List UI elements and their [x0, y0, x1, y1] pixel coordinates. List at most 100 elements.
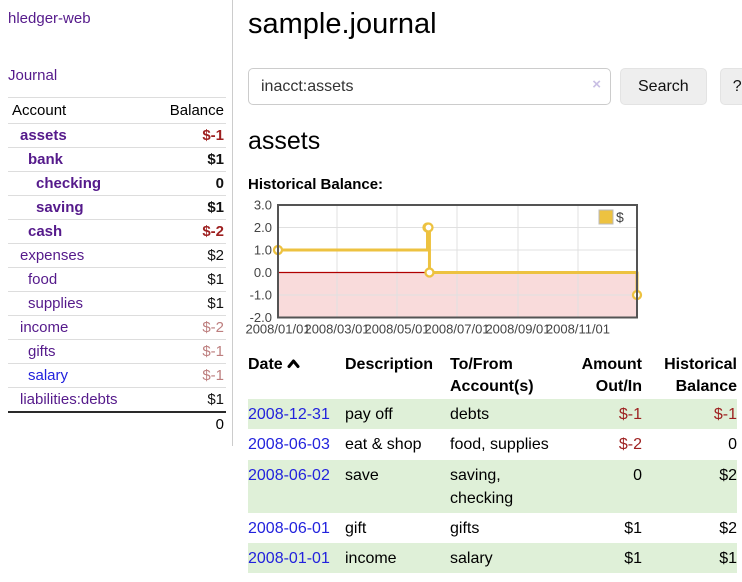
transaction-amount: $1	[624, 550, 642, 568]
account-page-title: assets	[248, 127, 321, 155]
transaction-date-link[interactable]: 2008-12-31	[248, 406, 330, 424]
account-row: cash $-2	[8, 219, 226, 244]
account-cell: gifts	[8, 339, 149, 364]
transaction-accounts: saving, checking	[450, 466, 514, 507]
transaction-description: eat & shop	[345, 436, 422, 454]
account-balance: $1	[148, 291, 226, 316]
transaction-balance: $1	[719, 550, 737, 568]
data-point-marker	[423, 222, 434, 233]
account-balance: $1	[148, 147, 226, 172]
data-point-marker	[424, 267, 435, 278]
account-link[interactable]: checking	[36, 175, 102, 192]
transaction-description: save	[345, 466, 379, 484]
y-axis-label: 1.0	[254, 243, 272, 258]
transaction-date-link[interactable]: 2008-06-02	[248, 466, 330, 484]
page-title: sample.journal	[248, 8, 437, 40]
account-link[interactable]: liabilities:debts	[20, 391, 118, 408]
clear-search-icon[interactable]: ×	[592, 76, 601, 93]
accounts-total-value: 0	[148, 411, 226, 436]
account-link[interactable]: expenses	[20, 247, 85, 264]
register-row: 2008-12-31 pay off debts $-1 $-1	[248, 399, 737, 430]
description-column-header: Description	[345, 356, 434, 373]
x-axis-label: 2008/05/01	[364, 322, 429, 337]
tofrom-column-header: To/From Account(s)	[450, 356, 534, 395]
account-row: liabilities:debts $1	[8, 388, 226, 413]
y-axis-label: 2.0	[254, 220, 272, 235]
account-link[interactable]: cash	[28, 223, 63, 240]
brand: hledger-web	[0, 10, 232, 27]
search-input[interactable]	[248, 68, 611, 105]
account-link[interactable]: supplies	[28, 295, 84, 312]
account-row: assets $-1	[8, 123, 226, 148]
help-button[interactable]: ?	[719, 68, 742, 105]
account-cell: bank	[8, 147, 149, 172]
date-column-header[interactable]: Date	[248, 352, 345, 399]
account-link[interactable]: salary	[28, 367, 69, 384]
account-balance: $2	[148, 243, 226, 268]
transaction-accounts: food, supplies	[450, 436, 549, 454]
account-cell: checking	[8, 171, 149, 196]
search-button[interactable]: Search	[620, 68, 707, 105]
transaction-date-link[interactable]: 2008-01-01	[248, 550, 330, 568]
account-balance: $-1	[148, 363, 226, 388]
register-row: 2008-01-01 income salary $1 $1	[248, 543, 737, 574]
historical-balance-chart: 3.0 2.0 1.0 0.0 -1.0 -2.0 2008/01/01 2008/03/01…	[245, 198, 742, 344]
accounts-total-row: 0	[8, 411, 226, 436]
search-box: ×	[248, 68, 611, 105]
account-cell: salary	[8, 363, 149, 388]
account-link[interactable]: saving	[36, 199, 84, 216]
transaction-date-cell: 2008-06-02	[248, 460, 345, 513]
account-cell: liabilities:debts	[8, 388, 149, 413]
accounts-table-header: Account Balance	[8, 97, 226, 124]
register-row: 2008-06-01 gift gifts $1 $2	[248, 513, 737, 543]
account-row: gifts $-1	[8, 339, 226, 364]
x-axis-label: 2008/09/01	[485, 322, 550, 337]
account-balance: $-1	[148, 339, 226, 364]
y-axis-label: -1.0	[250, 288, 272, 303]
account-cell: income	[8, 315, 149, 340]
account-link[interactable]: assets	[20, 127, 67, 144]
transaction-amount: $1	[624, 519, 642, 537]
register-row: 2008-06-02 save saving, checking 0 $2	[248, 459, 737, 513]
account-column-header: Account	[8, 97, 149, 124]
transaction-date-link[interactable]: 2008-06-03	[248, 436, 330, 454]
sort-ascending-icon[interactable]	[287, 358, 300, 369]
transaction-date-link[interactable]: 2008-06-01	[248, 519, 330, 537]
account-link[interactable]: gifts	[28, 343, 56, 360]
plot-border	[277, 204, 638, 319]
transaction-date-cell: 2008-06-01	[248, 513, 345, 543]
accounts-table: Account Balance assets $-1 bank $1 check…	[8, 97, 226, 436]
transaction-balance: $2	[719, 519, 737, 537]
x-axis-label: 2008/11/01	[546, 322, 610, 337]
balance-column-header: Balance	[148, 97, 226, 124]
search-bar: × Search ?	[248, 68, 742, 105]
x-axis-label: 2008/03/01	[304, 322, 369, 337]
amount-column-header: Amount Out/In	[581, 356, 642, 395]
transaction-amount: $-1	[618, 406, 642, 424]
account-cell: cash	[8, 219, 149, 244]
accounts-total-spacer	[8, 411, 149, 436]
sidebar-item-journal[interactable]: Journal	[8, 67, 58, 84]
account-cell: expenses	[8, 243, 149, 268]
account-link[interactable]: food	[28, 271, 58, 288]
transaction-date-cell: 2008-06-03	[248, 429, 345, 459]
transaction-balance: $-1	[713, 406, 737, 424]
transaction-balance: $2	[719, 466, 737, 484]
transaction-date-cell: 2008-01-01	[248, 543, 345, 573]
date-header-label: Date	[248, 356, 283, 373]
account-balance: $-1	[148, 123, 226, 148]
account-row: food $1	[8, 267, 226, 292]
account-link[interactable]: income	[20, 319, 69, 336]
account-balance: $1	[148, 195, 226, 220]
account-link[interactable]: bank	[28, 151, 64, 168]
account-row: saving $1	[8, 195, 226, 220]
y-axis-label: -2.0	[250, 310, 272, 325]
transaction-description: income	[345, 550, 397, 568]
chart-canvas: 3.0 2.0 1.0 0.0 -1.0 -2.02008/01/012008/03/01…	[245, 198, 643, 337]
register-table: Date Description To/From Account(s) Amou…	[248, 352, 737, 574]
main-content: sample.journal × Search ? assets Histori…	[233, 0, 742, 582]
legend-swatch	[598, 209, 614, 225]
account-balance: $-2	[148, 219, 226, 244]
account-row: bank $1	[8, 147, 226, 172]
brand-link[interactable]: hledger-web	[8, 10, 91, 27]
